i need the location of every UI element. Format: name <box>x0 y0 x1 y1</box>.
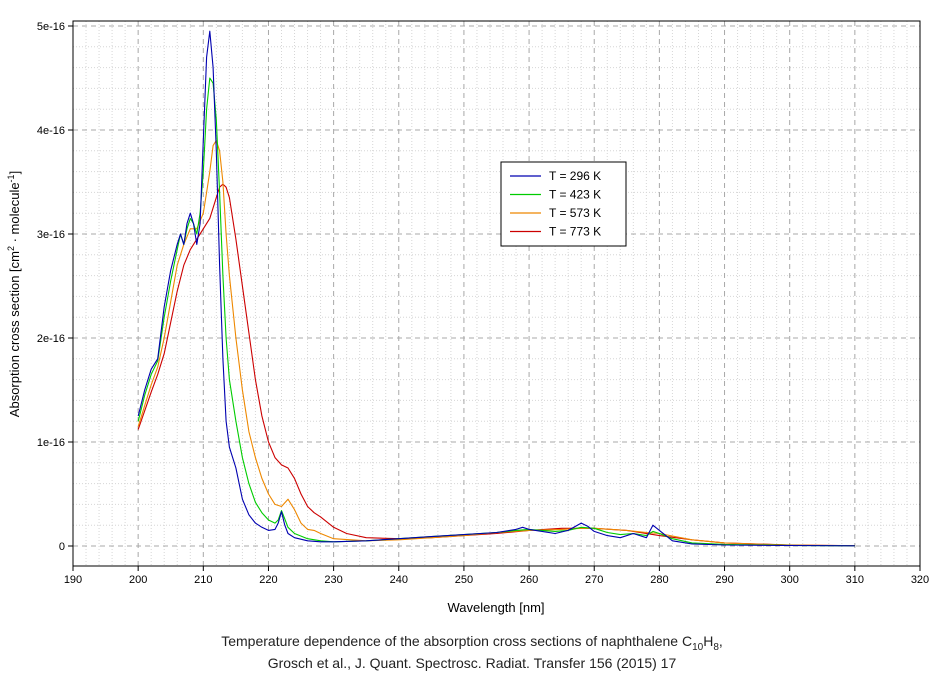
x-tick-label: 270 <box>585 574 603 586</box>
x-tick-label: 280 <box>650 574 668 586</box>
x-tick-label: 310 <box>846 574 864 586</box>
series-line-423k <box>137 77 855 547</box>
caption-line-1: Temperature dependence of the absorption… <box>0 633 944 653</box>
y-axis-title-suffix: ] <box>7 171 22 175</box>
y-axis-title-middle: · molecule <box>7 182 22 246</box>
y-tick-label: 4e-16 <box>37 125 65 137</box>
y-tick-label: 3e-16 <box>37 229 65 241</box>
y-tick-label: 0 <box>59 541 65 553</box>
y-tick-label: 1e-16 <box>37 437 65 449</box>
plot-frame <box>72 20 921 567</box>
x-tick-label: 300 <box>781 574 799 586</box>
chart: 190 200 210 220 230 240 250 260 270 280 290 300 310 3… <box>6 20 929 615</box>
y-axis-title-sup2: -1 <box>6 174 16 182</box>
y-tick-label: 5e-16 <box>37 21 65 33</box>
x-axis-title: Wavelength [nm] <box>447 600 544 615</box>
caption-line-2: Grosch et al., J. Quant. Spectrosc. Radi… <box>267 655 677 671</box>
legend-label-573k: T = 573 K <box>549 206 601 220</box>
plot-area <box>73 21 920 566</box>
legend-label-296k: T = 296 K <box>549 169 601 183</box>
legend: T = 296 K T = 423 K T = 573 K T = 773 K <box>500 161 627 247</box>
x-tick-label: 260 <box>520 574 538 586</box>
caption-comma: , <box>718 633 723 649</box>
x-tick-label: 220 <box>259 574 277 586</box>
series-line-296k <box>137 30 855 547</box>
y-axis-title-sup1: 2 <box>6 246 16 251</box>
x-tick-label: 230 <box>324 574 342 586</box>
x-tick-label: 320 <box>911 574 929 586</box>
caption-sub-carbon: 10 <box>692 641 704 653</box>
caption-prefix: Temperature dependence of the absorption… <box>221 633 693 649</box>
y-axis-title-prefix: Absorption cross section [cm <box>7 251 22 417</box>
x-tick-label: 190 <box>64 574 82 586</box>
caption-sub-hydrogen: 8 <box>713 641 719 653</box>
x-tick-label: 240 <box>390 574 408 586</box>
y-axis-title: Absorption cross section [cm2 · molecule… <box>6 171 22 417</box>
legend-label-423k: T = 423 K <box>549 188 601 202</box>
tick-layer: 190 200 210 220 230 240 250 260 270 280 290 300 310 3… <box>37 21 929 586</box>
y-tick-label: 2e-16 <box>37 333 65 345</box>
caption-hydrogen: H <box>703 633 714 649</box>
legend-label-773k: T = 773 K <box>549 225 601 239</box>
x-tick-label: 250 <box>455 574 473 586</box>
series-layer <box>137 30 855 547</box>
x-tick-label: 290 <box>715 574 733 586</box>
x-tick-label: 200 <box>129 574 147 586</box>
x-tick-label: 210 <box>194 574 212 586</box>
